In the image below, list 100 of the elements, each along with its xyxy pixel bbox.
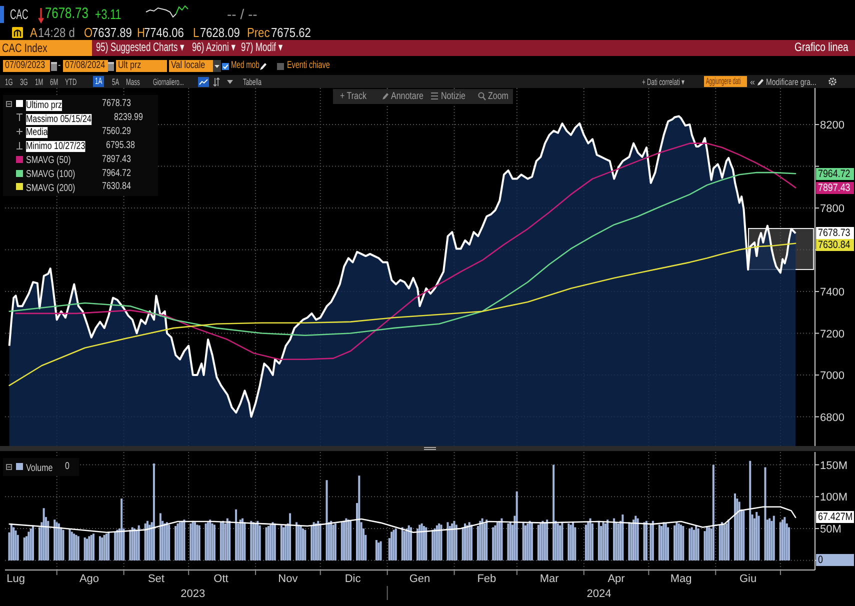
bar: [613, 518, 616, 560]
text: 14:28 d: [38, 25, 75, 40]
text: Giornaliero...: [153, 77, 184, 87]
y-tick-label: 50M: [820, 524, 842, 536]
bar: [378, 542, 380, 560]
bar: [587, 522, 590, 560]
bar: [455, 524, 458, 560]
y-tick-label: 7200: [820, 328, 844, 340]
bar: [394, 528, 397, 560]
bar: [451, 523, 454, 560]
bar: [319, 523, 322, 560]
bar: [116, 530, 118, 560]
bar: [604, 523, 606, 560]
y-tick-label: 150M: [820, 460, 848, 472]
bar: [42, 508, 45, 560]
bar: [660, 526, 663, 560]
bar: [32, 525, 34, 560]
bar: [615, 522, 618, 560]
bar: [222, 520, 224, 560]
bar: [178, 522, 181, 560]
bar: [725, 523, 728, 560]
bar: [404, 531, 406, 560]
text: 7746.06: [144, 25, 184, 40]
bar: [598, 520, 600, 560]
text: 1M: [35, 77, 44, 87]
bar: [500, 518, 503, 560]
bar: [54, 520, 56, 560]
x-tick-label: Gen: [409, 573, 430, 585]
text: 7630.84: [102, 181, 131, 192]
bar: [632, 520, 634, 560]
bar: [782, 520, 784, 560]
bar: [756, 512, 758, 560]
text: 7678.73: [45, 5, 88, 22]
bar: [23, 537, 26, 560]
x-tick-label: Feb: [477, 573, 496, 585]
bar: [418, 524, 421, 560]
bar: [466, 525, 468, 560]
bar: [650, 523, 652, 560]
bar: [86, 538, 88, 560]
bar: [114, 532, 116, 560]
bar: [272, 522, 274, 560]
bar: [84, 537, 86, 560]
bar: [343, 520, 346, 560]
bar: [728, 520, 730, 560]
bar: [298, 524, 300, 560]
bar: [390, 532, 393, 560]
bar: [144, 523, 146, 560]
x-tick-label: Ott: [214, 573, 228, 585]
text: 96) Azioni ▾: [192, 40, 236, 54]
bar: [204, 523, 207, 560]
bar: [697, 528, 700, 560]
bar: [652, 520, 654, 560]
bar: [166, 522, 168, 560]
bar: [464, 523, 466, 560]
bar: [300, 526, 302, 560]
bar: [602, 522, 604, 560]
bar: [392, 530, 395, 560]
bar: [206, 522, 209, 560]
bar: [289, 513, 292, 560]
bar: [453, 520, 456, 560]
legend-label: Ultimo prz: [26, 100, 62, 111]
bar: [544, 522, 546, 560]
bar: [183, 520, 186, 560]
bar: [542, 520, 544, 560]
bar: [570, 524, 572, 560]
bar: [436, 525, 438, 560]
bar: [345, 518, 348, 560]
bar: [561, 522, 564, 560]
bar: [537, 524, 540, 560]
button: Aggiungere dati: [704, 76, 747, 87]
annotation: 7897.43: [818, 182, 850, 194]
x-tick-label: Dic: [344, 573, 362, 585]
bar: [148, 524, 151, 560]
bar: [738, 502, 740, 560]
bar: [664, 523, 667, 560]
bar: [410, 527, 412, 560]
bar: [358, 476, 360, 560]
bar: [695, 525, 698, 560]
text: +3.11: [95, 6, 122, 22]
bar: [572, 522, 574, 560]
x-tick-label: Ago: [79, 573, 100, 585]
bar: [448, 526, 451, 560]
bar: [556, 523, 559, 560]
bar: [73, 534, 76, 560]
bar: [213, 524, 216, 560]
text: 7628.09: [200, 25, 240, 40]
bar: [496, 522, 498, 560]
bar: [146, 520, 148, 560]
bar: [528, 520, 531, 560]
bar: [239, 520, 242, 560]
bar: [211, 523, 214, 560]
bar: [479, 520, 482, 560]
legend-label: Volume: [26, 462, 53, 474]
x-tick-label: Lug: [6, 573, 25, 585]
bar: [509, 522, 512, 560]
bar: [310, 525, 313, 560]
bar: [692, 530, 695, 560]
bar: [486, 520, 488, 560]
bar: [749, 460, 752, 560]
bar: [779, 522, 782, 560]
